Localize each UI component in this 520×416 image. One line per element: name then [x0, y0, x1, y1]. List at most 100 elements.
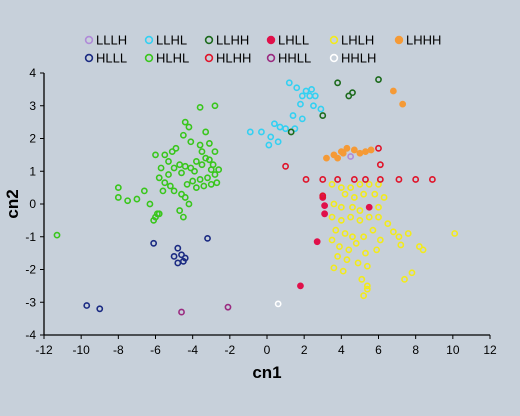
x-tick-label: 2 — [301, 343, 308, 357]
data-point-llhh — [345, 92, 353, 100]
data-point-hlhl — [202, 128, 210, 136]
data-point-lhlh — [354, 259, 362, 267]
data-point-hlhh — [375, 144, 382, 152]
data-point-llhl — [282, 125, 289, 133]
data-point-hlhl — [198, 148, 206, 155]
data-point-lhhh — [350, 146, 358, 154]
legend-label-lhll: LHLL — [278, 33, 309, 48]
data-point-lhlh — [384, 220, 392, 228]
data-point-hlhl — [179, 213, 187, 221]
data-point-hhlh — [274, 300, 282, 308]
data-point-lhlh — [337, 216, 345, 224]
legend-marker-lhlh — [329, 35, 339, 45]
data-point-hlhl — [181, 194, 189, 201]
y-tick-label: 0 — [29, 197, 36, 211]
data-point-llhh — [375, 76, 382, 83]
data-point-lhlh — [343, 256, 351, 264]
data-point-hlll — [170, 252, 178, 260]
data-point-hlhh — [376, 161, 384, 169]
legend-marker-lllh — [84, 35, 94, 45]
data-point-lhlh — [380, 194, 388, 201]
data-point-llhl — [293, 84, 301, 92]
data-point-llhl — [291, 125, 299, 133]
x-axis-title: cn1 — [252, 363, 281, 382]
legend-label-hhll: HHLL — [278, 51, 311, 66]
data-point-lhll — [321, 210, 329, 218]
data-point-hlhl — [155, 174, 163, 182]
data-point-hlhl — [204, 174, 211, 182]
data-point-hlll — [204, 234, 211, 242]
x-tick-label: 12 — [483, 343, 497, 357]
data-point-hlhl — [124, 197, 132, 205]
x-tick-label: -8 — [113, 343, 124, 357]
data-point-hlhl — [207, 180, 215, 188]
x-ticks: -12 -10 -8 -6 -4 -2 0 2 4 6 8 10 12 — [35, 335, 497, 357]
data-point-hlhl — [211, 102, 219, 110]
data-point-hlhl — [159, 187, 167, 195]
data-point-llhl — [271, 120, 278, 128]
data-point-hlhl — [114, 194, 122, 201]
data-point-llhl — [302, 87, 310, 95]
data-point-lhlh — [334, 252, 342, 260]
data-point-hlhl — [185, 123, 193, 131]
legend-marker-llhl — [144, 35, 154, 45]
y-ticks: -4 -3 -2 -1 0 1 2 3 4 — [25, 66, 44, 342]
y-tick-label: 3 — [29, 99, 36, 113]
data-point-hlhl — [153, 210, 161, 218]
data-point-lhlh — [363, 285, 371, 293]
x-tick-label: -12 — [35, 343, 53, 357]
data-point-hlhl — [176, 161, 184, 169]
x-tick-label: -2 — [224, 343, 235, 357]
data-point-hlhl — [187, 138, 195, 146]
data-point-hhll — [224, 303, 232, 311]
data-point-lhlh — [363, 282, 371, 290]
data-point-lhlh — [373, 246, 381, 254]
data-point-lhlh — [415, 243, 423, 250]
y-axis-title: cn2 — [3, 189, 22, 218]
data-point-hhll — [178, 308, 185, 316]
data-point-hlhh — [376, 176, 384, 183]
data-point-hlhl — [172, 144, 180, 152]
data-point-llhl — [298, 115, 306, 123]
data-point-lllh — [347, 153, 355, 160]
data-point-lhlh — [330, 200, 338, 208]
data-point-hlhh — [319, 192, 327, 200]
data-point-hlhl — [207, 166, 215, 174]
data-point-hlhl — [166, 182, 174, 190]
data-point-hlll — [174, 244, 182, 252]
data-point-lhlh — [397, 241, 405, 249]
data-point-hlll — [179, 257, 187, 265]
x-tick-label: -6 — [150, 343, 161, 357]
data-point-lhlh — [341, 190, 349, 198]
data-point-lhhh — [323, 154, 330, 162]
data-point-lhlh — [352, 239, 360, 247]
data-point-hlhh — [302, 176, 310, 183]
data-point-lhlh — [356, 207, 364, 214]
legend-label-hlhh: HLHH — [216, 51, 251, 66]
data-point-hlhl — [185, 200, 193, 208]
data-point-lhhh — [339, 149, 347, 157]
legend-label-hlhl: HLHL — [156, 51, 189, 66]
data-point-hlhl — [157, 164, 165, 172]
data-point-llhl — [274, 138, 282, 146]
data-point-hlhh — [350, 176, 358, 183]
legend-label-lllh: LLLH — [96, 33, 127, 48]
data-point-hlhl — [150, 216, 158, 224]
data-point-lhlh — [365, 213, 373, 221]
data-point-hlhl — [179, 131, 187, 139]
data-point-llhl — [285, 79, 293, 87]
data-point-lhlh — [408, 269, 416, 277]
data-point-lhlh — [363, 262, 371, 270]
legend-marker-hhlh — [329, 53, 339, 63]
data-point-lhlh — [337, 203, 345, 211]
data-point-lhlh — [347, 213, 355, 221]
data-point-hlll — [96, 305, 104, 313]
data-point-hlhl — [189, 177, 197, 185]
data-point-lhlh — [328, 180, 336, 188]
data-point-lhlh — [360, 190, 368, 198]
data-point-lhlh — [347, 184, 355, 192]
data-point-hlhl — [198, 161, 206, 169]
data-point-hlhl — [187, 164, 195, 172]
legend-marker-hlhh — [204, 53, 214, 63]
